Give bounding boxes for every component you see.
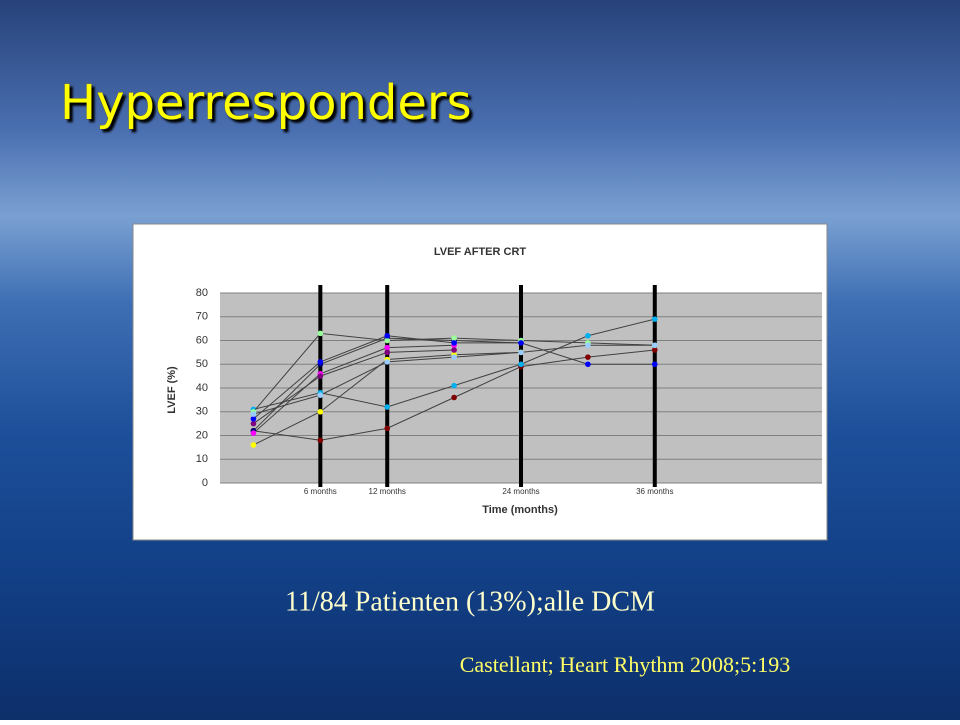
y-tick-label: 0 [202,477,208,489]
data-point [585,361,591,368]
x-tick-label: 12 months [369,487,406,496]
data-point [451,354,457,360]
chart-title: LVEF AFTER CRT [434,246,527,258]
data-point [518,361,524,368]
y-tick-label: 70 [196,311,208,323]
data-point [518,340,524,346]
data-point [651,316,658,322]
data-point [317,359,324,365]
data-point [384,404,391,410]
y-axis-label: LVEF (%) [166,366,178,414]
data-point [651,342,658,349]
data-point [384,425,391,432]
y-tick-label: 10 [196,453,208,465]
citation: Castellant; Heart Rhythm 2008;5:193 [460,652,791,677]
data-point [651,347,658,353]
data-point [518,349,524,356]
y-tick-label: 50 [196,358,208,370]
data-point [585,354,591,360]
data-point [451,382,457,389]
y-tick-label: 80 [196,287,208,299]
data-point [585,332,591,339]
data-point [384,359,391,365]
data-point [317,373,324,379]
y-tick-label: 30 [196,406,208,418]
data-point [250,430,257,436]
data-point [317,392,324,398]
data-point [451,340,457,346]
data-point [250,420,257,427]
data-point [451,394,457,401]
data-point [384,332,391,339]
data-point [317,408,324,415]
data-point [250,442,257,448]
x-tick-label: 6 months [304,487,337,496]
y-tick-label: 40 [196,382,208,394]
data-point [250,416,257,422]
data-point [384,344,391,351]
data-point [451,347,457,353]
series-line [253,344,455,434]
y-tick-label: 60 [196,334,208,346]
data-point [585,342,591,349]
caption: 11/84 Patienten (13%);alle DCM [285,586,655,617]
slide-title: Hyperresponders [60,75,472,131]
x-tick-label: 36 months [636,487,673,496]
data-point [317,330,324,337]
x-axis-label: Time (months) [482,504,558,516]
x-tick-label: 24 months [502,487,539,496]
series-line [253,349,455,425]
data-point [451,335,457,341]
y-tick-label: 20 [196,429,208,441]
data-point [651,361,658,368]
data-point [384,337,391,344]
data-point [384,349,391,356]
data-point [317,437,324,444]
data-point [250,411,257,417]
